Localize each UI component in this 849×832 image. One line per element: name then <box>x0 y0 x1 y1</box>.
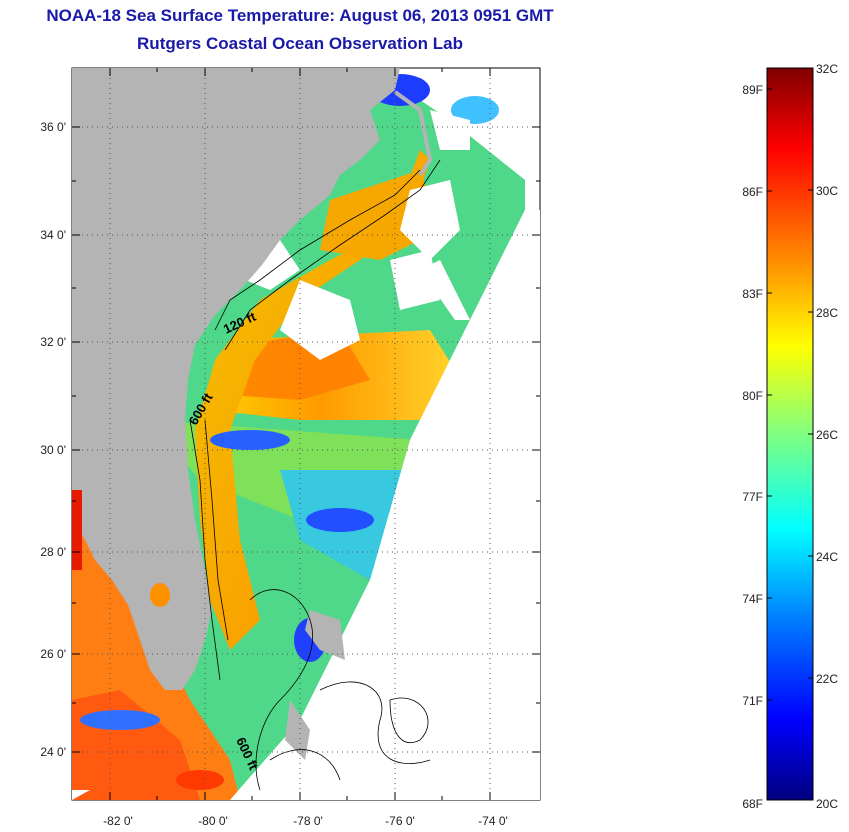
lon-label: -74 0' <box>478 814 508 828</box>
celsius-labels: 32C 30C 28C 26C 24C 22C 20C <box>816 62 838 811</box>
lat-label: 30 0' <box>40 443 66 457</box>
fahrenheit-labels: 89F 86F 83F 80F 77F 74F 71F 68F <box>742 83 763 811</box>
lat-label: 24 0' <box>40 745 66 759</box>
graticule <box>72 68 540 800</box>
colorbar-label-c: 22C <box>816 672 838 686</box>
latitude-labels: 36 0' 34 0' 32 0' 30 0' 28 0' 26 0' 24 0… <box>40 120 66 759</box>
colorbar-label-f: 74F <box>742 592 763 606</box>
colorbar-label-f: 83F <box>742 287 763 301</box>
colorbar-label-c: 30C <box>816 184 838 198</box>
colorbar-label-c: 32C <box>816 62 838 76</box>
lat-label: 36 0' <box>40 120 66 134</box>
lon-label: -78 0' <box>293 814 323 828</box>
land-mass <box>72 68 400 690</box>
map-title: NOAA-18 Sea Surface Temperature: August … <box>46 6 554 25</box>
isobath-600ft <box>189 419 221 681</box>
longitude-labels: -82 0' -80 0' -78 0' -76 0' -74 0' <box>103 814 508 828</box>
colorbar-label-f: 80F <box>742 389 763 403</box>
colorbar-label-f: 86F <box>742 185 763 199</box>
frame-ticks <box>72 68 540 800</box>
colorbar-label-f: 77F <box>742 490 763 504</box>
lon-label: -76 0' <box>385 814 415 828</box>
colorbar <box>766 67 814 801</box>
colorbar-label-c: 26C <box>816 428 838 442</box>
colorbar-label-c: 24C <box>816 550 838 564</box>
lon-label: -80 0' <box>198 814 228 828</box>
lat-label: 32 0' <box>40 335 66 349</box>
colorbar-label-f: 89F <box>742 83 763 97</box>
colorbar-label-c: 28C <box>816 306 838 320</box>
colorbar-ticks <box>767 67 813 701</box>
lat-label: 34 0' <box>40 228 66 242</box>
map-content <box>72 68 540 800</box>
isobath-120ft <box>214 169 421 331</box>
colorbar-label-f: 71F <box>742 694 763 708</box>
colorbar-label-c: 20C <box>816 797 838 811</box>
map-subtitle: Rutgers Coastal Ocean Observation Lab <box>137 34 463 53</box>
lon-label: -82 0' <box>103 814 133 828</box>
lat-label: 28 0' <box>40 545 66 559</box>
lat-label: 26 0' <box>40 647 66 661</box>
colorbar-label-f: 68F <box>742 797 763 811</box>
